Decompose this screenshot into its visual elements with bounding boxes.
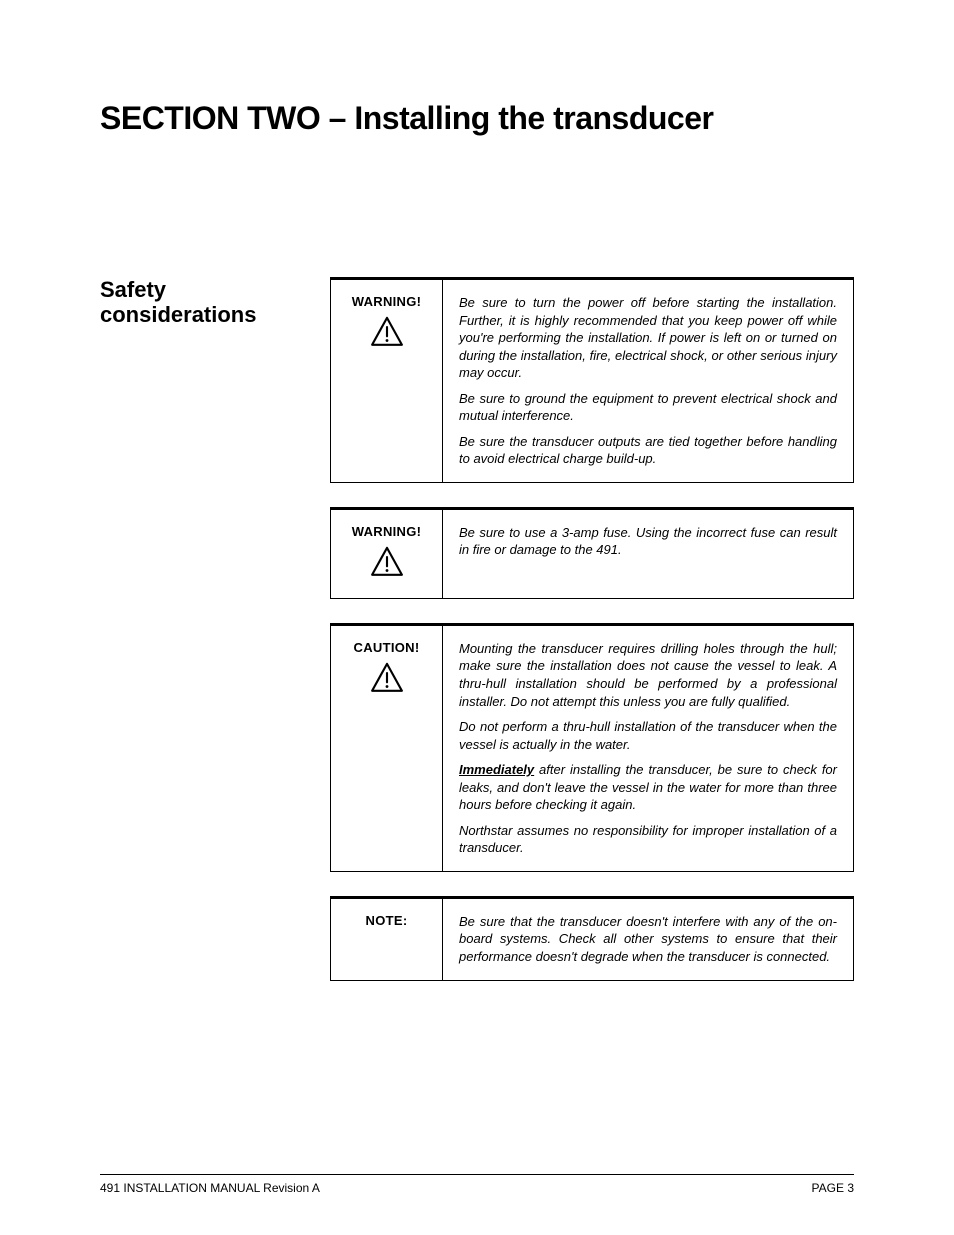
callout-label-cell: CAUTION! — [331, 626, 443, 871]
callout-body: Mounting the transducer requires drillin… — [443, 626, 853, 871]
callout-paragraph: Be sure to use a 3-amp fuse. Using the i… — [459, 524, 837, 559]
callout-paragraph: Be sure to turn the power off before sta… — [459, 294, 837, 382]
callout-label: CAUTION! — [341, 640, 432, 655]
callout-label: WARNING! — [341, 524, 432, 539]
callout-box: WARNING! Be sure to use a 3-amp fuse. Us… — [330, 507, 854, 599]
callout-paragraph: Immediately after installing the transdu… — [459, 761, 837, 814]
callout-box: WARNING! Be sure to turn the power off b… — [330, 277, 854, 483]
callouts-container: WARNING! Be sure to turn the power off b… — [330, 277, 854, 981]
callout-paragraph: Be sure to ground the equipment to preve… — [459, 390, 837, 425]
main-content: WARNING! Be sure to turn the power off b… — [330, 277, 854, 1134]
page-footer: 491 INSTALLATION MANUAL Revision A PAGE … — [100, 1174, 854, 1195]
content-columns: Safety considerations WARNING! Be sure t… — [100, 277, 854, 1134]
warning-icon — [341, 545, 432, 584]
callout-paragraph: Be sure the transducer outputs are tied … — [459, 433, 837, 468]
sidebar-heading: Safety considerations — [100, 277, 290, 328]
callout-paragraph: Do not perform a thru-hull installation … — [459, 718, 837, 753]
callout-label: WARNING! — [341, 294, 432, 309]
page: SECTION TWO – Installing the transducer … — [0, 0, 954, 1235]
callout-paragraph: Mounting the transducer requires drillin… — [459, 640, 837, 710]
callout-body: Be sure that the transducer doesn't inte… — [443, 899, 853, 980]
warning-icon — [341, 315, 432, 354]
footer-left: 491 INSTALLATION MANUAL Revision A — [100, 1181, 320, 1195]
callout-paragraph: Be sure that the transducer doesn't inte… — [459, 913, 837, 966]
footer-right: PAGE 3 — [812, 1181, 854, 1195]
callout-label: NOTE: — [341, 913, 432, 928]
callout-box: NOTE: Be sure that the transducer doesn't… — [330, 896, 854, 981]
callout-label-cell: NOTE: — [331, 899, 443, 980]
callout-paragraph: Northstar assumes no responsibility for … — [459, 822, 837, 857]
sidebar: Safety considerations — [100, 277, 290, 1134]
section-title: SECTION TWO – Installing the transducer — [100, 100, 854, 137]
callout-body: Be sure to use a 3-amp fuse. Using the i… — [443, 510, 853, 598]
callout-label-cell: WARNING! — [331, 510, 443, 598]
warning-triangle-icon — [370, 545, 404, 579]
warning-icon — [341, 661, 432, 700]
warning-triangle-icon — [370, 661, 404, 695]
callout-box: CAUTION! Mounting the transducer require… — [330, 623, 854, 872]
warning-triangle-icon — [370, 315, 404, 349]
callout-body: Be sure to turn the power off before sta… — [443, 280, 853, 482]
callout-label-cell: WARNING! — [331, 280, 443, 482]
